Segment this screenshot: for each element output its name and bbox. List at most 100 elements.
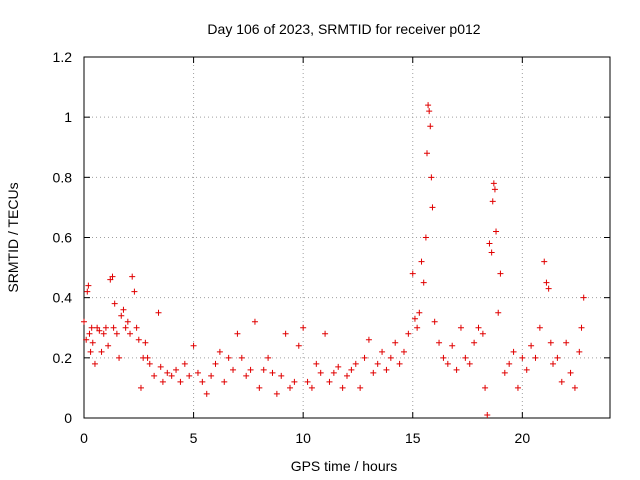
data-point (234, 330, 241, 337)
data-point (339, 384, 346, 391)
data-point (144, 354, 151, 361)
data-point (514, 384, 521, 391)
data-point (506, 360, 513, 367)
data-point (374, 360, 381, 367)
data-point (107, 276, 114, 283)
data-point (482, 384, 489, 391)
y-axis-label: SRMTID / TECUs (5, 182, 21, 292)
data-point (491, 186, 498, 193)
data-point (124, 318, 131, 325)
data-point (122, 324, 129, 331)
data-point (431, 318, 438, 325)
data-point (396, 360, 403, 367)
data-point (519, 354, 526, 361)
data-point (416, 309, 423, 316)
data-point (352, 360, 359, 367)
data-point (523, 366, 530, 373)
data-point (142, 339, 149, 346)
data-point (265, 354, 272, 361)
data-point (543, 279, 550, 286)
x-tick-label: 15 (405, 430, 421, 446)
data-point (423, 150, 430, 157)
data-point (449, 342, 456, 349)
data-point (550, 360, 557, 367)
data-point (567, 369, 574, 376)
data-point (173, 366, 180, 373)
data-point (84, 288, 91, 295)
data-point (490, 180, 497, 187)
data-point (157, 363, 164, 370)
x-tick-label: 20 (515, 430, 531, 446)
data-point (199, 378, 206, 385)
data-point (247, 366, 254, 373)
data-point (462, 354, 469, 361)
data-point (576, 348, 583, 355)
data-point (429, 204, 436, 211)
data-point (146, 360, 153, 367)
data-point (238, 354, 245, 361)
y-tick-label: 0.8 (53, 169, 73, 185)
data-point (414, 324, 421, 331)
y-tick-label: 0.6 (53, 230, 73, 246)
data-point (501, 369, 508, 376)
data-point (89, 339, 96, 346)
data-point (536, 324, 543, 331)
data-point (190, 342, 197, 349)
data-point (102, 324, 109, 331)
data-point (221, 378, 228, 385)
data-point (86, 330, 93, 337)
data-point (208, 372, 215, 379)
data-point (137, 384, 144, 391)
data-point (475, 324, 482, 331)
data-point (230, 366, 237, 373)
data-point (88, 324, 95, 331)
data-point (111, 300, 118, 307)
data-point (466, 360, 473, 367)
data-point (361, 354, 368, 361)
y-tick-label: 1.2 (53, 49, 73, 65)
x-tick-labels: 0 5 10 15 20 (80, 430, 530, 446)
data-point (256, 384, 263, 391)
data-point (532, 354, 539, 361)
data-point (427, 123, 434, 130)
data-point (151, 372, 158, 379)
data-point (436, 339, 443, 346)
chart-title: Day 106 of 2023, SRMTID for receiver p01… (207, 21, 480, 37)
data-point (547, 339, 554, 346)
data-point (578, 324, 585, 331)
data-point (411, 315, 418, 322)
data-point (120, 306, 127, 313)
data-point (127, 330, 134, 337)
data-point (87, 348, 94, 355)
data-point (580, 294, 587, 301)
x-tick-label: 0 (80, 430, 88, 446)
data-point (392, 339, 399, 346)
data-point (118, 312, 125, 319)
y-tick-labels: 0 0.2 0.4 0.6 0.8 1 1.2 (53, 49, 73, 426)
data-point (181, 360, 188, 367)
data-point (83, 336, 90, 343)
data-point (100, 330, 107, 337)
data-point (425, 102, 432, 109)
data-point (81, 318, 87, 325)
data-point (330, 369, 337, 376)
data-point (348, 366, 355, 373)
data-point (251, 318, 258, 325)
data-point (269, 369, 276, 376)
data-point (135, 336, 142, 343)
data-point (287, 384, 294, 391)
data-point (216, 348, 223, 355)
x-tick-label: 5 (190, 430, 198, 446)
data-series (81, 102, 587, 418)
data-point (479, 330, 486, 337)
data-point (409, 270, 416, 277)
data-point (471, 339, 478, 346)
data-point (225, 354, 232, 361)
data-point (96, 327, 103, 334)
data-point (484, 411, 491, 418)
data-point (528, 342, 535, 349)
data-point (453, 366, 460, 373)
data-point (129, 273, 136, 280)
data-point (488, 249, 495, 256)
